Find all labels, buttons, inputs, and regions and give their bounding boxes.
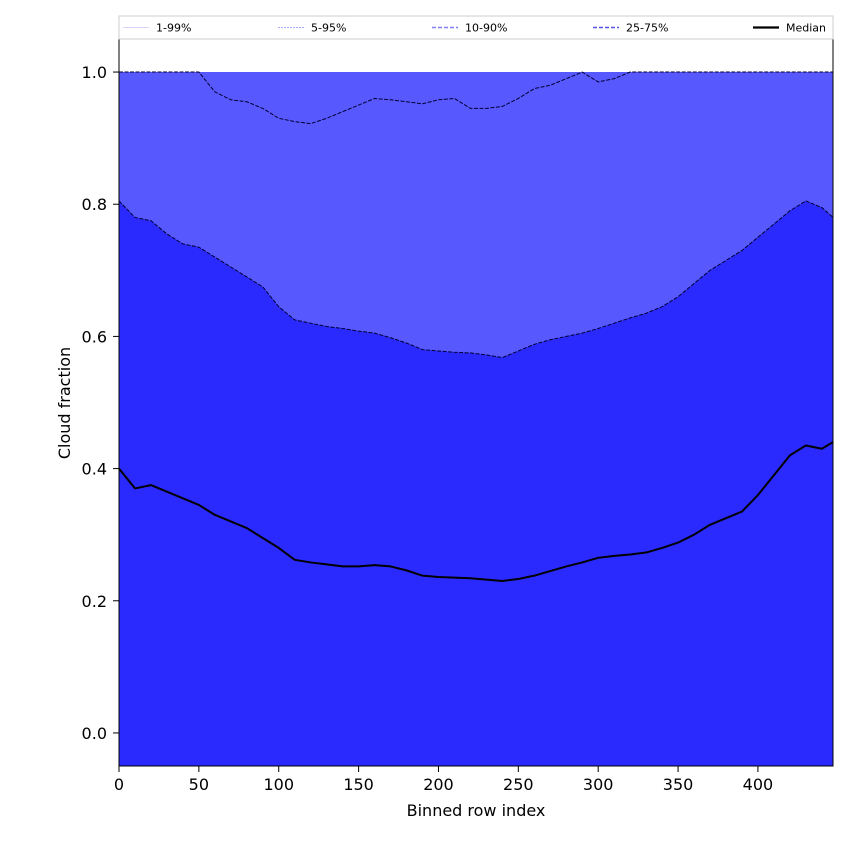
y-axis-label: Cloud fraction [55, 347, 74, 459]
series-lines [119, 71, 833, 582]
legend-box [118, 15, 834, 40]
x-tick-label: 150 [343, 775, 374, 794]
x-tick-label: 50 [189, 775, 209, 794]
y-tick-label: 1.0 [82, 63, 107, 82]
x-axis-label: Binned row index [407, 801, 546, 820]
legend-label: 25-75% [626, 22, 668, 35]
legend-label: 5-95% [311, 22, 346, 35]
legend: 1-99% 5-95% 10-90% 25-75% Median [118, 15, 834, 40]
y-tick-label: 0.8 [82, 195, 107, 214]
y-tick-label: 0.0 [82, 724, 107, 743]
band-edge-5-95pct-upper [119, 71, 833, 125]
x-tick-label: 300 [583, 775, 614, 794]
legend-label: 10-90% [465, 22, 507, 35]
y-tick-label: 0.6 [82, 327, 107, 346]
x-tick-label: 250 [503, 775, 534, 794]
x-tick-label: 350 [663, 775, 694, 794]
x-tick-label: 400 [743, 775, 774, 794]
x-tick-label: 0 [114, 775, 124, 794]
percentile-bands [119, 72, 833, 766]
legend-label: Median [786, 22, 826, 35]
band-edge-25-75pct-upper [119, 200, 833, 359]
series-median-line [119, 441, 833, 582]
x-tick-label: 100 [263, 775, 294, 794]
band-25-75pct [119, 200, 833, 766]
y-tick-label: 0.4 [82, 460, 107, 479]
legend-label: 1-99% [156, 22, 191, 35]
x-tick-label: 200 [423, 775, 454, 794]
y-tick-label: 0.2 [82, 592, 107, 611]
